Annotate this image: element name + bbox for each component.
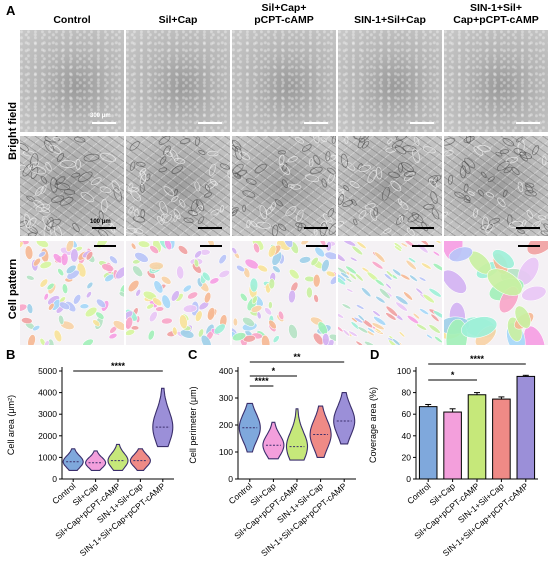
scale-bar <box>304 227 328 229</box>
y-tick-label: 60 <box>402 409 412 419</box>
y-tick-label: 2000 <box>38 431 57 441</box>
y-axis-label: Coverage area (%) <box>368 387 378 463</box>
violin-3 <box>285 408 309 461</box>
y-tick-label: 3000 <box>38 409 57 419</box>
bright-field-high-mag-image: 100 μm <box>20 136 124 236</box>
scale-bar <box>198 122 222 124</box>
bar-3 <box>467 394 487 480</box>
bar-1 <box>418 406 438 480</box>
cell-pattern-segmentation-image <box>20 241 124 345</box>
chart-cell-perimeter: Cell perimeter (μm)0100200300400ControlS… <box>188 352 356 558</box>
bright-field-low-mag-image <box>338 30 442 132</box>
cell-pattern-segmentation-image <box>232 241 336 345</box>
violin-5 <box>152 387 174 448</box>
y-axis-label: Cell area (μm²) <box>6 395 16 455</box>
cell-pattern-segmentation-image <box>444 241 548 345</box>
scale-bar <box>306 245 328 247</box>
panel-letter-a: A <box>6 3 16 18</box>
panel-letter-d: D <box>370 347 380 362</box>
violin-2 <box>85 450 107 471</box>
bright-field-high-mag-image <box>444 136 548 236</box>
scale-bar <box>518 245 540 247</box>
y-tick-label: 300 <box>219 393 233 403</box>
scale-bar <box>304 122 328 124</box>
chart-coverage-area: Coverage area (%)020406080100ControlSil+… <box>368 354 538 558</box>
column-header-4: SIN-1+Sil+Cap <box>354 14 426 26</box>
scale-bar <box>516 227 540 229</box>
y-tick-label: 200 <box>219 420 233 430</box>
y-tick-label: 100 <box>397 366 411 376</box>
bright-field-low-mag-image <box>232 30 336 132</box>
bright-field-low-mag-image <box>126 30 230 132</box>
y-tick-label: 100 <box>219 447 233 457</box>
bar-2 <box>443 411 462 480</box>
scale-bar <box>94 245 116 247</box>
column-header-3: Sil+Cap+ pCPT-cAMP <box>254 2 314 26</box>
scale-bar <box>198 227 222 229</box>
scale-bar <box>410 227 434 229</box>
scale-bar-label: 300 μm <box>90 113 111 119</box>
y-tick-label: 20 <box>402 452 412 462</box>
violin-3 <box>107 443 129 471</box>
column-header-5: SIN-1+Sil+ Cap+pCPT-cAMP <box>453 2 539 26</box>
row-label-cell-pattern: Cell pattern <box>7 258 19 320</box>
scale-bar-label: 100 μm <box>90 219 111 225</box>
violin-5 <box>333 392 356 445</box>
bright-field-high-mag-image <box>232 136 336 236</box>
bright-field-low-mag-image: 300 μm <box>20 30 124 132</box>
y-tick-label: 400 <box>219 366 233 376</box>
scale-bar <box>516 122 540 124</box>
significance-label: * <box>451 370 455 380</box>
significance-label: * <box>272 366 276 376</box>
violin-4 <box>309 405 332 458</box>
y-tick-label: 0 <box>406 474 411 484</box>
chart-cell-area: Cell area (μm²)010002000300040005000Cont… <box>6 361 174 558</box>
cell-pattern-segmentation-image <box>338 241 442 345</box>
significance-label: ** <box>293 352 301 362</box>
panel-letter-b: B <box>6 347 16 362</box>
bright-field-high-mag-image <box>126 136 230 236</box>
violin-1 <box>62 448 84 471</box>
y-tick-label: 4000 <box>38 388 57 398</box>
violin-2 <box>262 421 285 460</box>
y-tick-label: 80 <box>402 388 412 398</box>
significance-label: **** <box>255 376 270 386</box>
scale-bar <box>92 227 116 229</box>
scale-bar <box>92 122 116 124</box>
column-header-2: Sil+Cap <box>158 14 198 26</box>
y-tick-label: 0 <box>52 474 57 484</box>
y-tick-label: 40 <box>402 431 412 441</box>
bar-5 <box>516 375 536 480</box>
bar-4 <box>492 398 511 480</box>
significance-label: **** <box>470 354 485 364</box>
bright-field-high-mag-image <box>338 136 442 236</box>
panel-letter-c: C <box>188 347 198 362</box>
scale-bar <box>200 245 222 247</box>
cell-pattern-segmentation-image <box>126 241 230 345</box>
y-axis-label: Cell perimeter (μm) <box>188 386 198 463</box>
y-tick-label: 5000 <box>38 366 57 376</box>
violin-4 <box>129 448 151 471</box>
y-tick-label: 0 <box>228 474 233 484</box>
scale-bar <box>410 122 434 124</box>
column-header-1: Control <box>53 14 91 26</box>
scale-bar <box>412 245 434 247</box>
bright-field-low-mag-image <box>444 30 548 132</box>
row-label-bright-field: Bright field <box>7 101 19 161</box>
significance-label: **** <box>111 361 126 371</box>
y-tick-label: 1000 <box>38 452 57 462</box>
